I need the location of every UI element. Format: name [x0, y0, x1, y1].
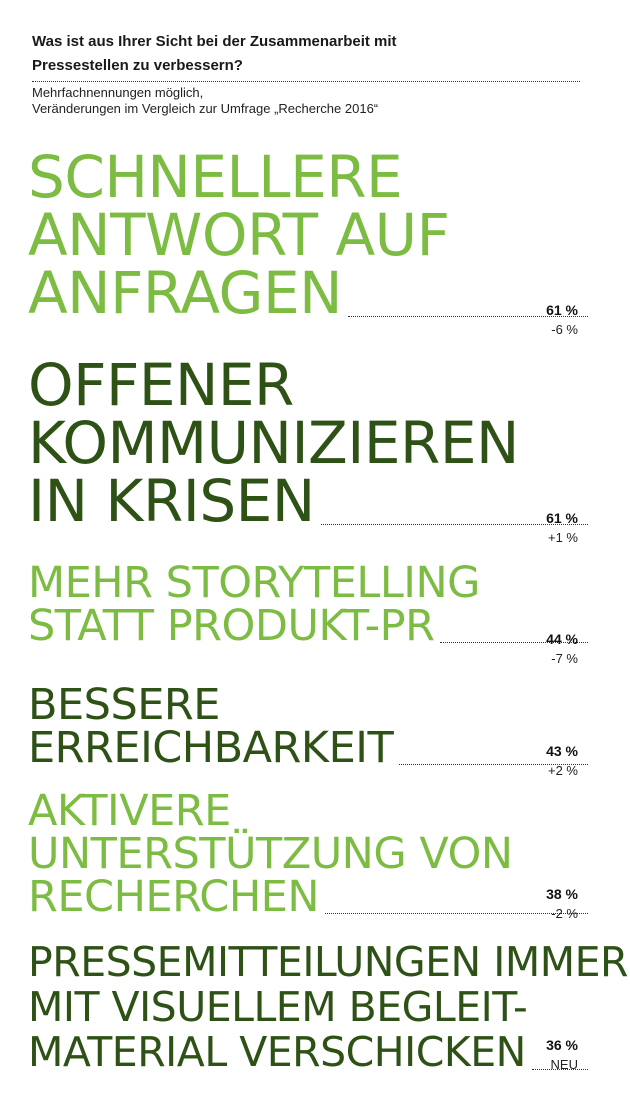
- percent-value: 36 %: [546, 1037, 578, 1053]
- dotted-leader: [325, 913, 588, 914]
- question-line: Was ist aus Ihrer Sicht bei der Zusammen…: [32, 33, 397, 50]
- ranking-item: OFFENER KOMMUNIZIEREN IN KRISEN 61 % +1 %: [28, 356, 588, 545]
- label-line-text: MATERIAL VERSCHICKEN: [28, 1028, 526, 1076]
- label-line-text: STATT PRODUKT-PR: [28, 601, 435, 651]
- label-line: OFFENER: [28, 351, 294, 419]
- label-line: MATERIAL VERSCHICKEN: [28, 1030, 588, 1075]
- label-line: UNTERSTÜTZUNG VON: [28, 829, 513, 879]
- ranking-item: SCHNELLERE ANTWORT AUF ANFRAGEN 61 % -6 %: [28, 148, 588, 337]
- survey-note: Mehrfachnennungen möglich, Veränderungen…: [32, 85, 592, 117]
- dotted-leader: [348, 316, 588, 317]
- item-label: SCHNELLERE ANTWORT AUF ANFRAGEN: [28, 148, 588, 322]
- percent-value: 61 %: [546, 302, 578, 318]
- percent-value: 43 %: [546, 743, 578, 759]
- percent-value: 61 %: [546, 510, 578, 526]
- label-line-text: RECHERCHEN: [28, 872, 320, 922]
- label-line: MIT VISUELLEM BEGLEIT-: [28, 983, 528, 1031]
- label-line-text: ERREICHBARKEIT: [28, 723, 394, 773]
- dotted-leader: [531, 1069, 588, 1070]
- dotted-leader: [440, 642, 588, 643]
- change-value: +1 %: [548, 530, 578, 545]
- question-title: Was ist aus Ihrer Sicht bei der Zusammen…: [32, 30, 592, 78]
- note-line: Veränderungen im Vergleich zur Umfrage „…: [32, 101, 379, 116]
- label-line: ANFRAGEN: [28, 264, 588, 322]
- header-divider: [32, 81, 580, 82]
- ranking-item: BESSERE ERREICHBARKEIT 43 % +2 %: [28, 684, 588, 778]
- change-value: -6 %: [551, 322, 578, 337]
- note-line: Mehrfachnennungen möglich,: [32, 85, 204, 100]
- label-line-text: IN KRISEN: [28, 467, 315, 535]
- label-line: PRESSEMITTEILUNGEN IMMER: [28, 938, 629, 986]
- percent-value: 44 %: [546, 631, 578, 647]
- label-line: KOMMUNIZIEREN: [28, 409, 519, 477]
- ranking-item: AKTIVERE UNTERSTÜTZUNG VON RECHERCHEN 38 % -…: [28, 790, 588, 921]
- item-label: PRESSEMITTEILUNGEN IMMER MIT VISUELLEM BE…: [28, 938, 629, 1075]
- label-line: SCHNELLERE: [28, 143, 403, 211]
- change-value: -7 %: [551, 651, 578, 666]
- label-line: MEHR STORYTELLING: [28, 558, 480, 608]
- question-line: Pressestellen zu verbessern?: [32, 57, 243, 74]
- label-line: BESSERE: [28, 680, 220, 730]
- ranking-item: MEHR STORYTELLING STATT PRODUKT-PR 44 % -7 …: [28, 562, 588, 666]
- label-line: ERREICHBARKEIT: [28, 727, 588, 770]
- label-line: ANTWORT AUF: [28, 201, 450, 269]
- label-line: STATT PRODUKT-PR: [28, 605, 588, 648]
- dotted-leader: [399, 764, 588, 765]
- label-line: IN KRISEN: [28, 472, 588, 530]
- percent-value: 38 %: [546, 886, 578, 902]
- change-value: -2 %: [551, 906, 578, 921]
- item-label: BESSERE ERREICHBARKEIT: [28, 684, 588, 770]
- change-value: +2 %: [548, 763, 578, 778]
- change-value: NEU: [550, 1057, 578, 1072]
- item-label: MEHR STORYTELLING STATT PRODUKT-PR: [28, 562, 588, 648]
- item-label: OFFENER KOMMUNIZIEREN IN KRISEN: [28, 356, 588, 530]
- label-line: AKTIVERE: [28, 786, 231, 836]
- item-label: AKTIVERE UNTERSTÜTZUNG VON RECHERCHEN: [28, 790, 588, 919]
- label-line-text: ANFRAGEN: [28, 259, 343, 327]
- label-line: RECHERCHEN: [28, 876, 588, 919]
- ranking-item: PRESSEMITTEILUNGEN IMMER MIT VISUELLEM BE…: [28, 938, 629, 1075]
- dotted-leader: [320, 524, 588, 525]
- chart-header: Was ist aus Ihrer Sicht bei der Zusammen…: [32, 30, 592, 117]
